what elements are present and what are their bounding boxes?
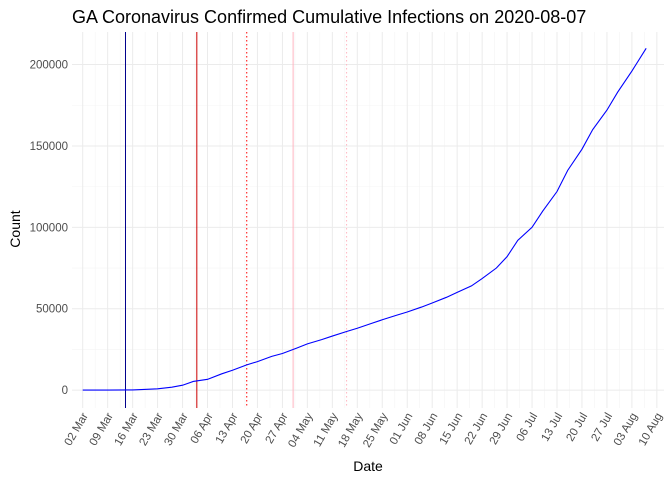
chart-title: GA Coronavirus Confirmed Cumulative Infe… <box>72 7 586 27</box>
x-tick-label: 10 Aug <box>637 411 665 448</box>
x-tick-label: 15 Jun <box>438 411 466 447</box>
y-tick-label: 150000 <box>30 141 68 153</box>
y-tick-label: 200000 <box>30 60 68 72</box>
y-axis-ticks: 0 50000 100000 150000 200000 <box>30 60 68 398</box>
grid-lines <box>72 32 664 408</box>
x-tick-label: 25 May <box>361 411 390 450</box>
x-tick-label: 06 Apr <box>189 411 216 446</box>
x-tick-label: 20 Jul <box>564 411 590 444</box>
x-tick-label: 30 Mar <box>162 411 190 448</box>
series-line <box>82 47 647 391</box>
x-tick-label: 13 Apr <box>214 411 241 446</box>
series-group <box>82 47 647 391</box>
x-axis-title: Date <box>353 458 383 474</box>
x-tick-label: 06 Jul <box>515 411 541 444</box>
reference-lines <box>124 32 348 408</box>
x-tick-label: 22 Jun <box>463 411 491 447</box>
x-tick-label: 20 Apr <box>239 411 266 446</box>
x-tick-label: 01 Jun <box>388 411 416 447</box>
x-tick-label: 27 Jul <box>589 411 615 444</box>
y-axis-title: Count <box>7 210 23 247</box>
y-tick-label: 50000 <box>36 304 68 316</box>
x-tick-label: 13 Jul <box>539 411 565 444</box>
x-tick-label: 27 Apr <box>264 411 291 446</box>
x-tick-label: 04 May <box>286 411 315 450</box>
y-tick-label: 0 <box>62 385 68 397</box>
x-tick-label: 08 Jun <box>413 411 441 447</box>
x-tick-label: 29 Jun <box>488 411 516 447</box>
y-tick-label: 100000 <box>30 222 68 234</box>
